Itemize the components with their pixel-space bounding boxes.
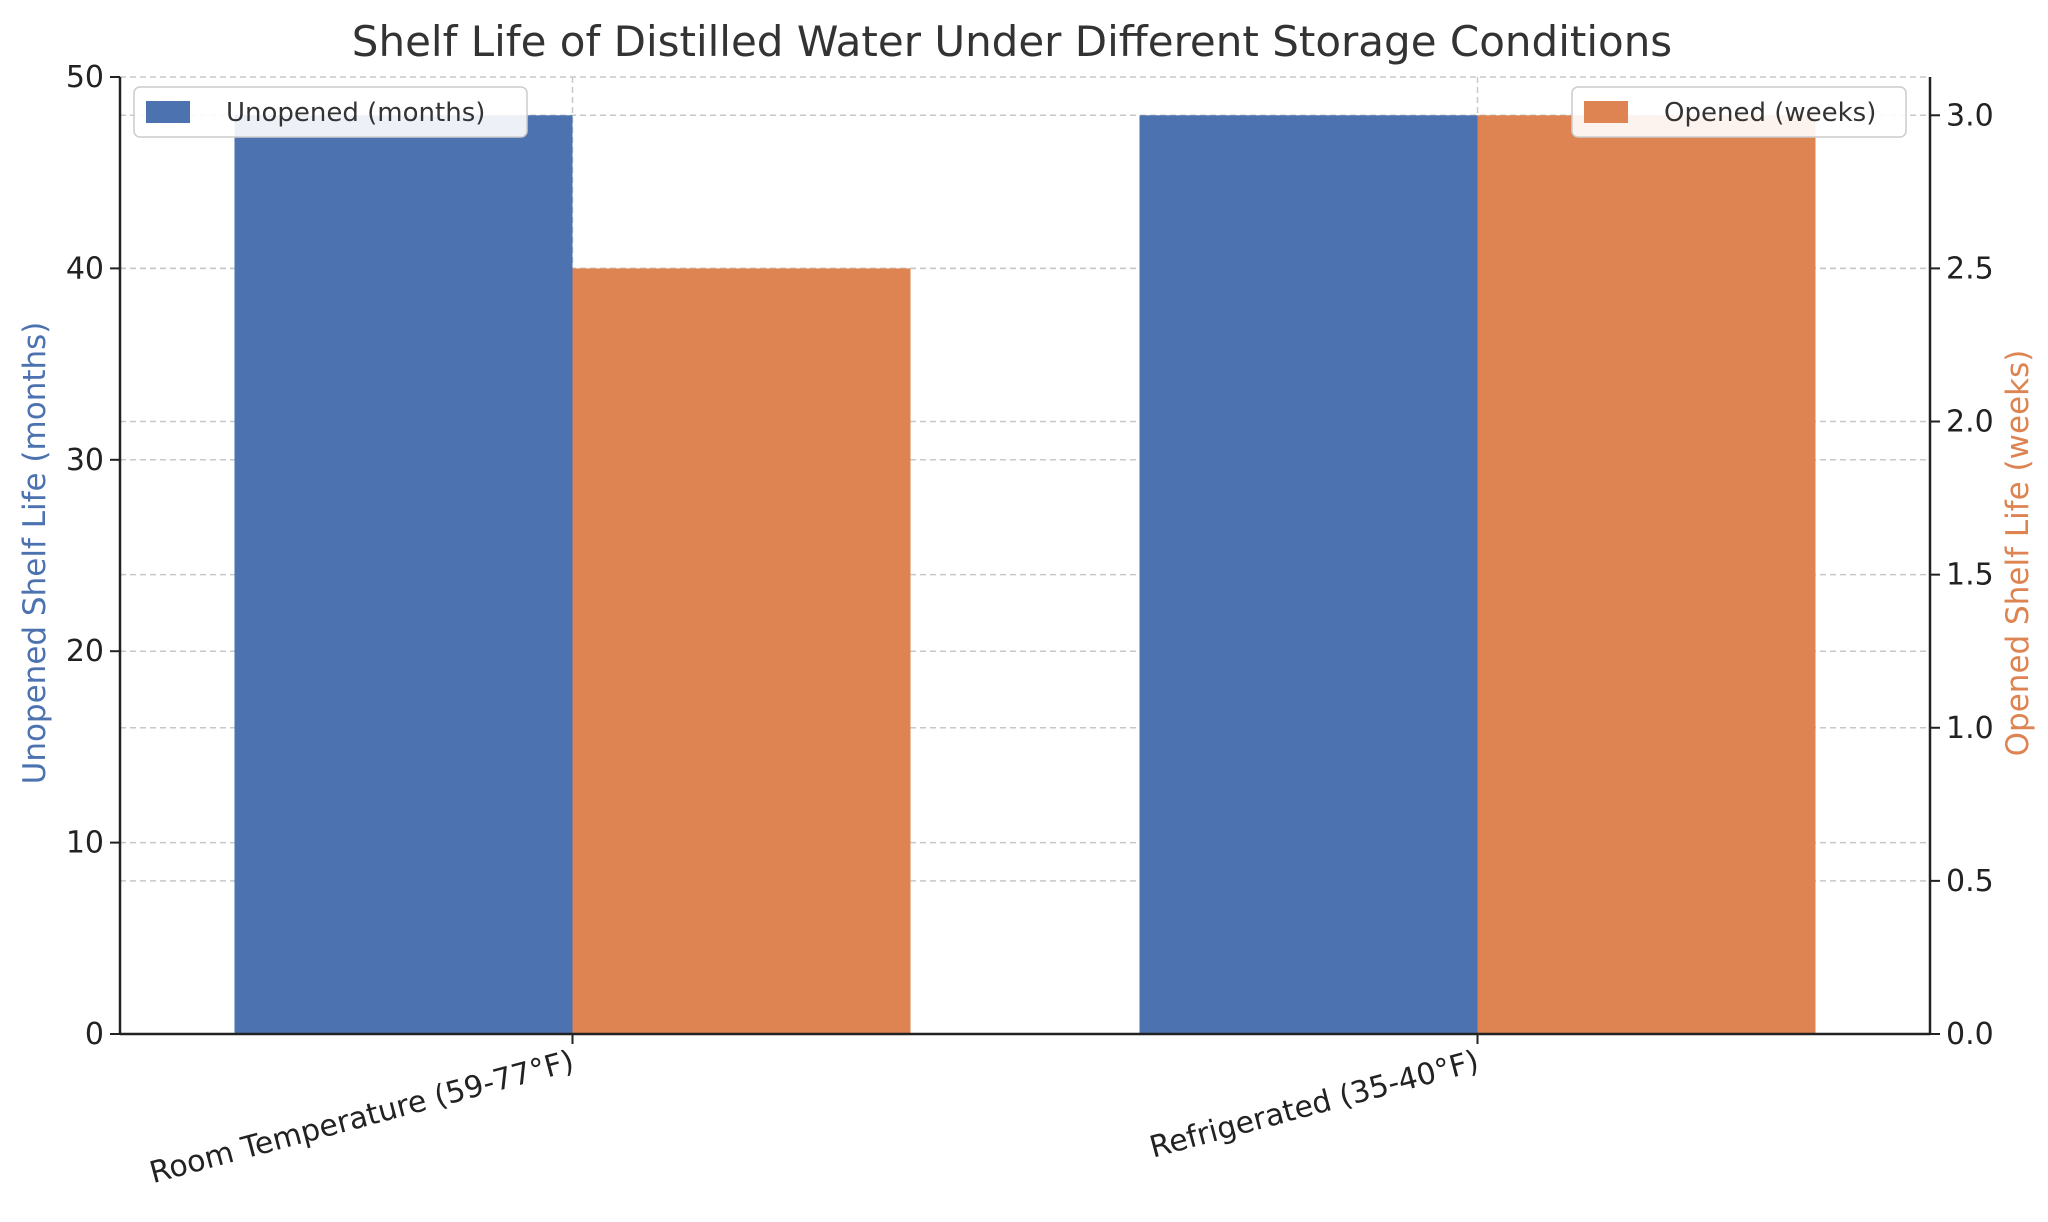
right-tick-label: 2.0 (1946, 405, 1994, 440)
legend-frame (133, 86, 528, 138)
legend-label: Unopened (months) (226, 98, 485, 128)
left-tick-label: 0 (85, 1017, 104, 1052)
bars (234, 115, 1816, 1034)
legend-swatch (146, 101, 190, 123)
left-tick-label: 50 (66, 60, 104, 95)
left-tick-label: 20 (66, 634, 104, 669)
right-tick-label: 1.0 (1946, 711, 1994, 746)
left-tick-label: 10 (66, 826, 104, 861)
x-tick-label: Room Temperature (59-77°F) (146, 1044, 578, 1191)
legend-label: Opened (weeks) (1664, 98, 1876, 128)
chart-title: Shelf Life of Distilled Water Under Diff… (352, 17, 1672, 66)
right-tick-label: 2.5 (1946, 251, 1994, 286)
x-tick-label: Refrigerated (35-40°F) (1146, 1044, 1483, 1166)
axes (118, 77, 1932, 1036)
left-tick-label: 30 (66, 443, 104, 478)
right-tick-label: 3.0 (1946, 98, 1994, 133)
x-axis-category-labels: Room Temperature (59-77°F) Refrigerated (… (146, 1034, 1483, 1191)
left-y-axis-label: Unopened Shelf Life (months) (17, 322, 53, 785)
right-tick-label: 0.5 (1946, 864, 1994, 899)
bar-opened (1477, 115, 1816, 1034)
left-y-axis-ticks: 0 10 20 30 40 50 (66, 60, 120, 1052)
legend-frame (1571, 86, 1907, 138)
bar-unopened (234, 115, 573, 1034)
bar-unopened (1139, 115, 1478, 1034)
left-tick-label: 40 (66, 251, 104, 286)
bar-opened (572, 268, 911, 1034)
right-tick-label: 0.0 (1946, 1017, 1994, 1052)
legend-unopened: Unopened (months) (133, 86, 528, 138)
right-y-axis-label: Opened Shelf Life (weeks) (2000, 350, 2036, 757)
right-y-axis-ticks: 0.0 0.5 1.0 1.5 2.0 2.5 3.0 (1930, 98, 1994, 1052)
legend-swatch (1584, 101, 1628, 123)
right-tick-label: 1.5 (1946, 558, 1994, 593)
legend-opened: Opened (weeks) (1571, 86, 1907, 138)
